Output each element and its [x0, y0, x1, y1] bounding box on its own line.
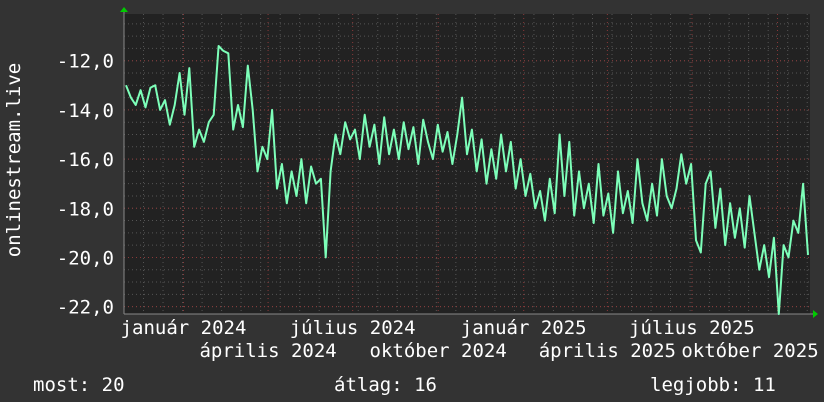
x-tick-label: január 2024: [121, 317, 247, 339]
x-axis-arrow-icon: [813, 310, 818, 318]
y-tick-label: -18,0: [57, 198, 114, 220]
x-tick-label: január 2025: [461, 317, 587, 339]
series-line: [125, 45, 809, 315]
plot-area: [124, 14, 810, 314]
y-tick-label: -22,0: [57, 297, 114, 319]
x-tick-label: április 2024: [199, 340, 336, 362]
x-tick-label: július 2024: [290, 317, 416, 339]
y-tick-label: -20,0: [57, 247, 114, 269]
x-tick-label: július 2025: [629, 317, 755, 339]
legend-average: átlag: 16: [334, 374, 437, 396]
x-tick-label: április 2025: [539, 340, 676, 362]
y-axis-label: onlinestream.live: [3, 62, 25, 258]
x-tick-label: október 2024: [370, 340, 507, 362]
y-tick-label: -14,0: [57, 100, 114, 122]
y-tick-label: -16,0: [57, 149, 114, 171]
legend-best: legjobb: 11: [650, 374, 776, 396]
y-tick-label: -12,0: [57, 51, 114, 73]
legend-current: most: 20: [33, 374, 125, 396]
y-axis-arrow-icon: [120, 7, 128, 12]
x-tick-label: október 2025: [681, 340, 818, 362]
